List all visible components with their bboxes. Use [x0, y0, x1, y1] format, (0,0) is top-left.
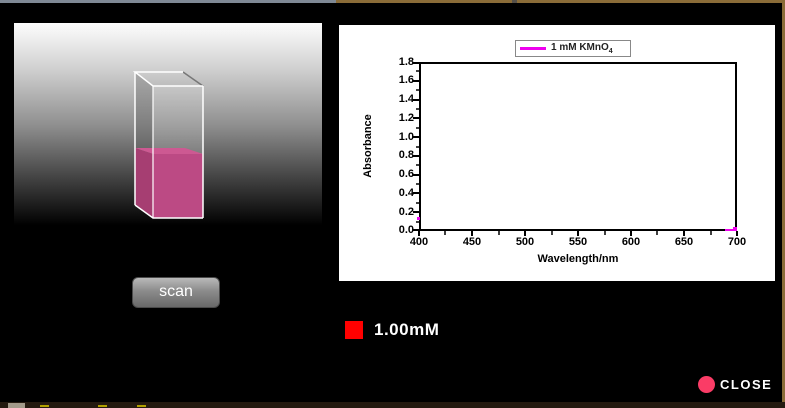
x-tick-label: 650 — [674, 236, 694, 248]
cuvette-bottom-outline — [134, 204, 203, 219]
x-tick-label: 700 — [727, 236, 747, 248]
legend-line — [520, 47, 546, 50]
window-border-notch — [512, 0, 517, 3]
cuvette-top-outline — [132, 71, 203, 87]
y-tick-label: 1.0 — [398, 131, 414, 143]
concentration-label: 1.00mM — [374, 320, 440, 339]
chart-legend: 1 mM KMnO4 — [515, 40, 631, 57]
sample-panel — [14, 23, 322, 236]
bottom-bar-dash — [137, 405, 146, 407]
close-button[interactable]: CLOSE — [698, 376, 772, 393]
window-border-top-right — [336, 0, 785, 3]
close-label: CLOSE — [720, 377, 773, 392]
window-border-right — [782, 0, 785, 408]
y-tick-label: 0.2 — [398, 206, 414, 218]
cuvette-liquid-front — [153, 154, 203, 218]
y-tick-label: 1.2 — [398, 112, 414, 124]
window-border-top-left — [0, 0, 336, 3]
cuvette-liquid-top — [135, 148, 203, 154]
bottom-bar-dash — [40, 405, 49, 407]
cuvette-liquid-side — [135, 148, 153, 218]
x-tick-label: 600 — [621, 236, 641, 248]
x-tick-label: 450 — [462, 236, 482, 248]
cuvette[interactable] — [14, 23, 322, 236]
y-tick-label: 0.8 — [398, 149, 414, 161]
plot-area — [419, 62, 737, 231]
x-tick-label: 400 — [409, 236, 429, 248]
y-tick-label: 0.4 — [398, 187, 414, 199]
concentration-indicator: 1.00mM — [345, 320, 439, 340]
y-tick-label: 0.6 — [398, 168, 414, 180]
bottom-bar-dash — [98, 405, 107, 407]
cuvette-glass-front — [153, 86, 203, 154]
absorbance-chart-panel: 1 mM KMnO4 — [339, 25, 775, 281]
legend-label: 1 mM KMnO4 — [551, 42, 613, 55]
y-tick-label: 1.4 — [398, 93, 414, 105]
y-tick-label: 1.6 — [398, 74, 414, 86]
resize-handle — [8, 403, 25, 408]
cuvette-inner-edge — [182, 71, 204, 87]
y-tick-label: 1.8 — [398, 56, 414, 68]
close-dot-icon — [698, 376, 715, 393]
concentration-swatch-icon — [345, 321, 363, 339]
x-tick-label: 500 — [515, 236, 535, 248]
window-bottom-bar — [0, 402, 785, 408]
x-axis-title: Wavelength/nm — [537, 253, 619, 265]
x-tick-label: 550 — [568, 236, 588, 248]
y-tick-label: 0.0 — [398, 224, 414, 236]
cuvette-glass-side — [135, 72, 153, 154]
y-axis-title: Absorbance — [362, 114, 374, 178]
scan-button[interactable]: scan — [132, 277, 220, 308]
